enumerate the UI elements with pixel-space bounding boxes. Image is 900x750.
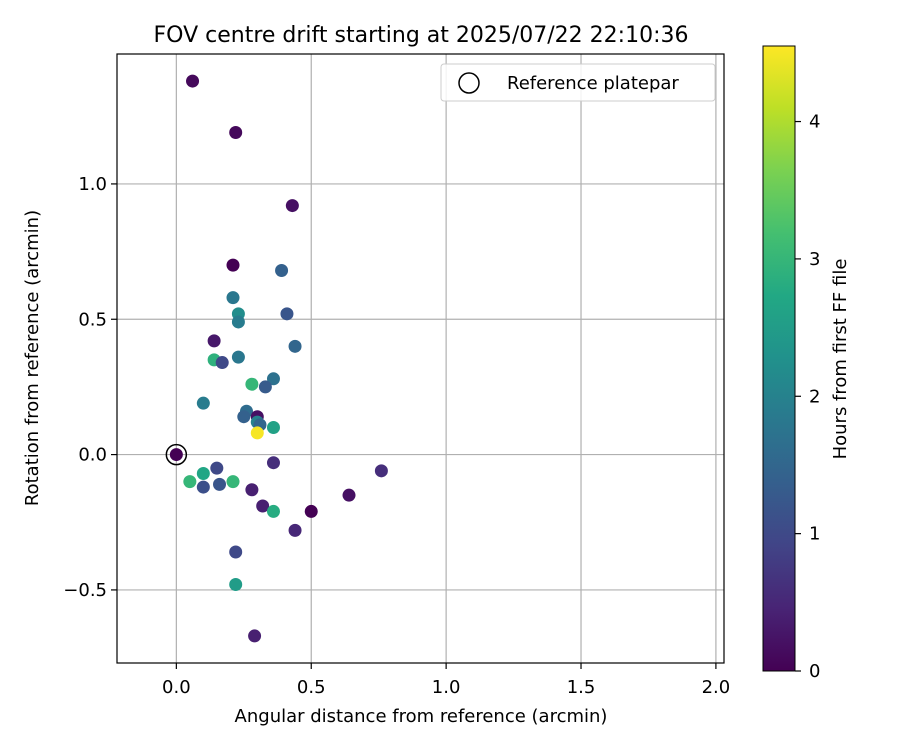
colorbar-ticks: 0 1 2 3 4	[795, 112, 820, 682]
y-tick-label: 0.0	[78, 445, 107, 466]
data-point	[374, 464, 388, 478]
data-point	[266, 456, 280, 470]
legend: Reference platepar	[440, 63, 716, 102]
y-tick-label: 0.5	[78, 309, 107, 330]
data-point	[245, 483, 259, 497]
data-point	[196, 467, 210, 481]
reference-marker	[165, 443, 188, 466]
legend-box	[440, 63, 716, 102]
data-point	[215, 356, 229, 370]
data-point	[256, 499, 270, 513]
y-axis-ticks: −0.5 0.0 0.5 1.0	[63, 174, 117, 601]
chart-title: FOV centre drift starting at 2025/07/22 …	[154, 23, 689, 48]
data-point	[266, 421, 280, 435]
y-tick-label: 1.0	[78, 174, 107, 195]
data-point	[210, 461, 224, 475]
data-point	[226, 258, 240, 272]
data-point	[229, 125, 243, 139]
data-point	[266, 372, 280, 386]
colorbar-tick-label: 0	[809, 661, 820, 682]
legend-label: Reference platepar	[507, 73, 679, 94]
data-point	[231, 315, 245, 329]
data-point	[288, 339, 302, 353]
plot-frame	[116, 53, 725, 664]
data-point	[231, 350, 245, 364]
data-point	[226, 291, 240, 305]
data-points	[169, 74, 388, 643]
data-point	[248, 629, 262, 643]
reference-point	[165, 443, 188, 466]
y-tick-label: −0.5	[63, 580, 107, 601]
colorbar	[762, 45, 796, 672]
data-point	[266, 504, 280, 518]
data-point	[229, 578, 243, 592]
colorbar-tick-label: 1	[809, 524, 820, 545]
data-point	[183, 475, 197, 489]
data-point	[237, 410, 251, 424]
x-axis-ticks: 0.0 0.5 1.0 1.5 2.0	[162, 663, 730, 698]
x-tick-label: 0.0	[162, 677, 191, 698]
x-tick-label: 2.0	[702, 677, 731, 698]
data-point	[186, 74, 200, 88]
data-point	[285, 199, 299, 213]
colorbar-label: Hours from first FF file	[830, 259, 851, 460]
data-point	[226, 475, 240, 489]
colorbar-tick-label: 4	[809, 112, 820, 133]
grid	[117, 54, 724, 663]
data-point	[275, 264, 289, 278]
data-point	[250, 426, 264, 440]
data-point	[169, 448, 183, 462]
data-point	[196, 396, 210, 410]
data-point	[213, 477, 227, 491]
x-tick-label: 0.5	[297, 677, 326, 698]
data-point	[245, 377, 259, 391]
data-point	[304, 504, 318, 518]
data-point	[342, 488, 356, 502]
data-point	[258, 380, 272, 394]
x-tick-label: 1.0	[432, 677, 461, 698]
data-point	[280, 307, 294, 321]
legend-marker	[458, 72, 480, 94]
x-tick-label: 1.5	[567, 677, 596, 698]
colorbar-tick-label: 2	[809, 386, 820, 407]
y-axis-label: Rotation from reference (arcmin)	[22, 210, 43, 506]
data-point	[288, 523, 302, 537]
data-point	[196, 480, 210, 494]
x-axis-label: Angular distance from reference (arcmin)	[235, 706, 608, 727]
data-point	[229, 545, 243, 559]
data-point	[207, 334, 221, 348]
colorbar-tick-label: 3	[809, 249, 820, 270]
